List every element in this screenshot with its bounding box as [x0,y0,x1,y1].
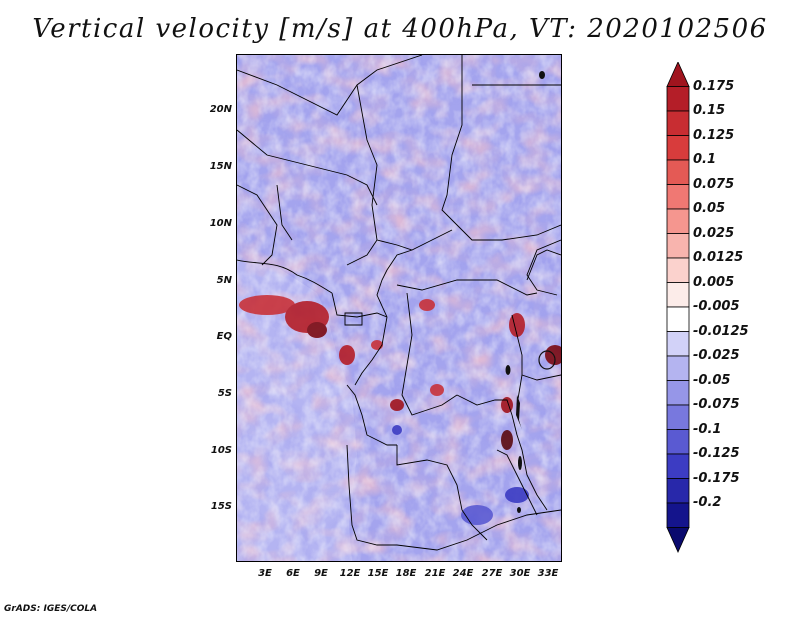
colorbar-label: 0.075 [693,176,735,192]
lon-label: 21E [424,568,446,579]
colorbar-label: -0.05 [693,372,731,388]
colorbar-label: 0.175 [693,78,735,94]
lat-label: 5S [217,388,232,399]
colorbar-swatch [666,502,690,528]
colorbar-swatch [666,478,690,504]
colorbar-swatch [666,86,690,112]
footer-credit: GrADS: IGES/COLA [4,604,98,614]
colorbar-label: 0.05 [693,201,726,216]
colorbar-swatch [666,62,690,87]
lat-label: 5N [216,275,232,286]
lon-label: 9E [314,568,328,579]
lon-label: 27E [481,568,503,579]
colorbar-swatch [666,282,690,308]
great-lakes [505,71,556,513]
colorbar-swatch [666,429,690,455]
colorbar-swatch [666,184,690,210]
colorbar-swatch [666,135,690,161]
colorbar-swatch [666,331,690,357]
lat-label: 15N [209,161,232,172]
lon-label: 6E [286,568,300,579]
lat-label: 15S [210,501,232,512]
colorbar-label: -0.175 [693,470,740,486]
vertical-velocity-field [237,55,561,561]
colorbar-label: 0.025 [693,225,735,241]
colorbar-label: -0.2 [693,495,722,510]
colorbar-swatch [666,233,690,259]
colorbar-swatch [666,306,690,332]
lon-label: 24E [452,568,474,579]
colorbar-swatch [666,159,690,185]
colorbar-label: 0.005 [693,274,735,290]
colorbar [666,62,690,553]
colorbar-swatch [666,404,690,430]
colorbar-label: -0.025 [693,348,740,363]
colorbar-swatch [666,453,690,479]
lat-label: 10N [209,218,232,229]
lon-label: 33E [537,568,559,579]
colorbar-label: 0.1 [693,152,717,167]
colorbar-swatch [666,110,690,136]
lon-label: 12E [339,568,361,579]
colorbar-swatch [666,257,690,283]
colorbar-swatch [666,208,690,234]
lat-label: EQ [216,331,232,342]
lon-label: 3E [258,568,272,579]
colorbar-label: -0.1 [693,421,722,437]
country-boundaries [237,55,561,551]
lon-label: 30E [509,568,531,579]
colorbar-label: -0.005 [693,299,740,314]
map-title: Vertical velocity [m/s] at 400hPa, VT: 2… [32,14,768,44]
colorbar-label: -0.075 [693,397,740,412]
lat-label: 10S [210,445,232,456]
colorbar-label: 0.0125 [693,250,744,265]
colorbar-swatch [666,380,690,406]
colorbar-label: -0.125 [693,446,740,461]
lon-label: 15E [367,568,389,579]
colorbar-swatch [666,527,690,553]
colorbar-label: -0.0125 [693,323,749,339]
colorbar-swatch [666,355,690,381]
lat-label: 20N [209,104,232,115]
map-panel[interactable] [236,54,562,562]
colorbar-label: 0.125 [693,127,735,143]
lon-label: 18E [395,568,417,579]
colorbar-label: 0.15 [693,103,726,118]
